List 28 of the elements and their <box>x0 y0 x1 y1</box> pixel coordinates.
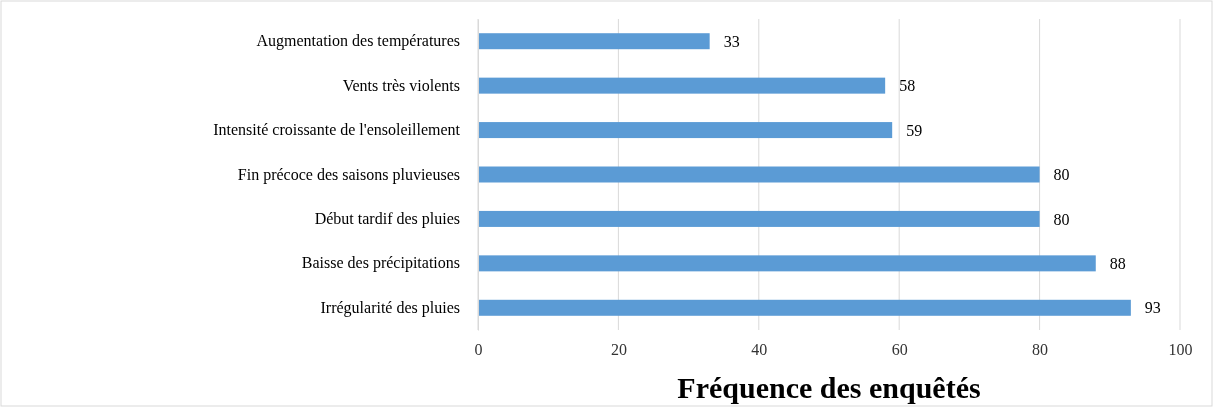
x-tick-label: 40 <box>751 341 768 359</box>
y-tick-label: Début tardif des pluies <box>314 210 460 229</box>
data-label: 33 <box>723 32 740 50</box>
x-tick-label: 80 <box>1032 341 1049 359</box>
x-axis-title: Fréquence des enquêtés <box>677 371 981 404</box>
x-tick-label: 60 <box>891 341 908 359</box>
y-tick-label: Fin précoce des saisons pluvieuses <box>237 165 460 184</box>
x-tick-label: 0 <box>474 341 483 359</box>
bar <box>478 299 1131 316</box>
x-tick-label: 100 <box>1168 341 1193 359</box>
y-tick-label: Vents très violents <box>342 76 460 94</box>
data-label: 80 <box>1053 166 1070 184</box>
bar <box>478 210 1040 227</box>
y-tick-label: Baisse des précipitations <box>301 254 460 273</box>
bar <box>478 166 1040 183</box>
bar <box>478 77 886 94</box>
y-tick-label: Augmentation des températures <box>256 32 460 51</box>
data-label: 80 <box>1053 210 1070 228</box>
y-tick-label: Intensité croissante de l'ensoleillement <box>213 121 461 139</box>
bar <box>478 255 1096 272</box>
data-label: 93 <box>1144 299 1161 317</box>
data-label: 88 <box>1109 254 1126 272</box>
x-tick-label: 20 <box>610 341 627 359</box>
data-label: 58 <box>899 77 916 95</box>
y-tick-label: Irrégularité des pluies <box>320 298 460 317</box>
bar <box>478 122 893 139</box>
bar <box>478 33 710 50</box>
data-label: 59 <box>906 121 923 139</box>
